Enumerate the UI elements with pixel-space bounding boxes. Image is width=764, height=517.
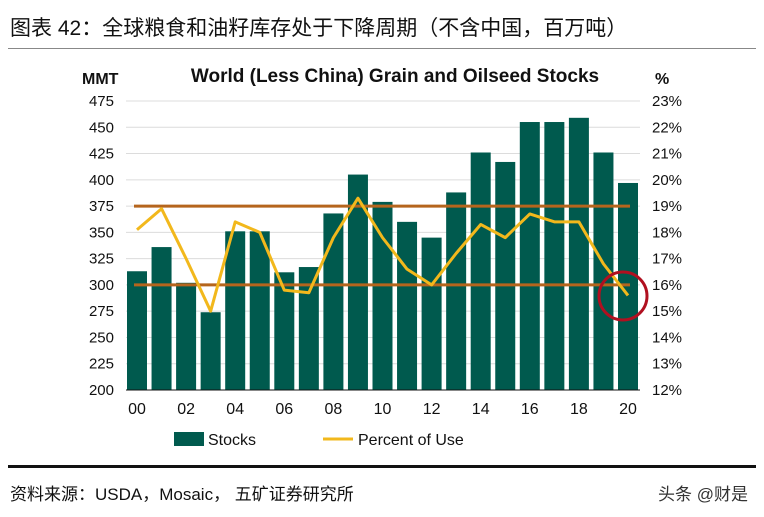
left-tick-label: 450	[89, 119, 114, 136]
right-tick-label: 16%	[652, 277, 682, 294]
x-tick-label: 12	[423, 401, 441, 418]
left-tick-label: 275	[89, 303, 114, 320]
left-tick-label: 200	[89, 382, 114, 399]
right-tick-label: 15%	[652, 303, 682, 320]
bar-03	[200, 312, 221, 390]
title-divider	[8, 48, 756, 49]
x-tick-label: 16	[521, 401, 539, 418]
right-tick-label: 18%	[652, 224, 682, 241]
legend-label-stocks: Stocks	[208, 432, 256, 449]
bar-20	[618, 182, 638, 390]
bar-02	[176, 282, 197, 390]
x-tick-label: 06	[275, 401, 293, 418]
left-axis-label: MMT	[82, 71, 119, 88]
bar-19	[593, 152, 614, 390]
left-tick-label: 250	[89, 329, 114, 346]
right-tick-label: 13%	[652, 356, 682, 373]
right-axis-label: %	[655, 71, 669, 88]
right-tick-label: 14%	[652, 329, 682, 346]
bar-13	[446, 192, 467, 390]
bar-04	[225, 231, 246, 390]
x-tick-label: 14	[472, 401, 490, 418]
right-tick-label: 19%	[652, 198, 682, 215]
bar-07	[298, 267, 319, 390]
legend-label-percent: Percent of Use	[358, 432, 464, 449]
bar-06	[274, 272, 295, 390]
bar-01	[151, 247, 172, 390]
x-tick-label: 00	[128, 401, 146, 418]
x-tick-label: 18	[570, 401, 588, 418]
watermark: 头条 @财是	[658, 485, 748, 504]
bar-17	[544, 122, 565, 390]
left-tick-label: 225	[89, 356, 114, 373]
bar-18	[568, 117, 589, 390]
left-tick-label: 350	[89, 224, 114, 241]
figure-title: 图表 42：全球粮食和油籽库存处于下降周期（不含中国，百万吨）	[10, 17, 628, 40]
right-tick-label: 21%	[652, 146, 682, 163]
right-tick-label: 20%	[652, 172, 682, 189]
chart-title: World (Less China) Grain and Oilseed Sto…	[191, 66, 599, 87]
bar-00	[127, 271, 147, 390]
x-tick-label: 02	[177, 401, 195, 418]
bar-08	[323, 213, 344, 390]
left-tick-label: 475	[89, 93, 114, 110]
left-tick-label: 400	[89, 172, 114, 189]
x-tick-label: 08	[325, 401, 343, 418]
bar-16	[519, 122, 540, 390]
footer-divider	[8, 465, 756, 468]
bar-10	[372, 201, 393, 390]
right-tick-label: 22%	[652, 119, 682, 136]
legend-swatch-stocks	[174, 432, 204, 446]
bar-09	[347, 174, 368, 390]
x-tick-label: 04	[226, 401, 244, 418]
bar-12	[421, 237, 442, 390]
chart: World (Less China) Grain and Oilseed Sto…	[82, 66, 682, 449]
highlight-circle	[597, 270, 649, 322]
bar-05	[249, 231, 270, 390]
x-tick-label: 20	[619, 401, 637, 418]
left-tick-label: 325	[89, 251, 114, 268]
bar-15	[495, 161, 516, 390]
source-note: 资料来源：USDA，Mosaic， 五矿证券研究所	[10, 485, 354, 504]
left-tick-label: 425	[89, 146, 114, 163]
left-tick-label: 300	[89, 277, 114, 294]
bar-11	[397, 221, 418, 390]
x-tick-label: 10	[374, 401, 392, 418]
right-tick-label: 17%	[652, 251, 682, 268]
left-tick-label: 375	[89, 198, 114, 215]
right-tick-label: 12%	[652, 382, 682, 399]
right-tick-label: 23%	[652, 93, 682, 110]
bar-14	[470, 152, 491, 390]
